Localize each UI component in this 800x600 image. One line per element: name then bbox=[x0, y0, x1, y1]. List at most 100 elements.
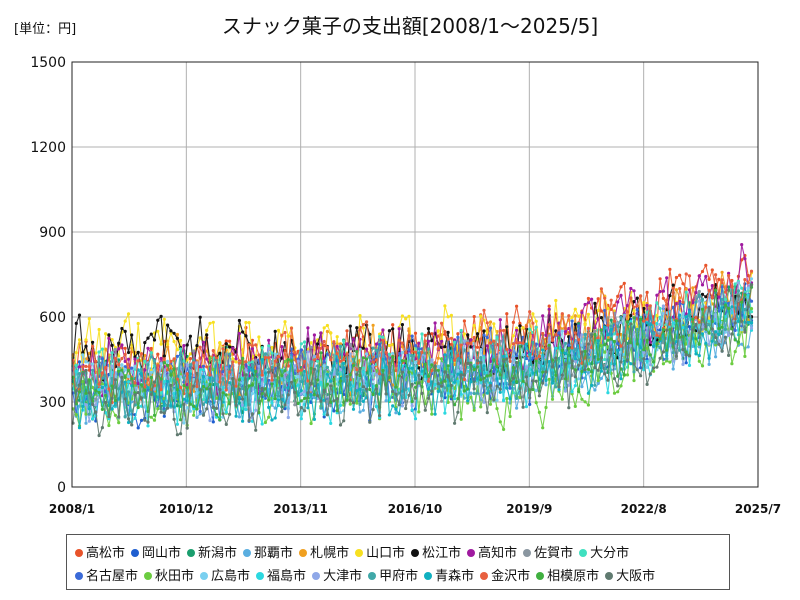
data-point bbox=[498, 318, 502, 322]
data-point bbox=[488, 373, 493, 377]
data-point bbox=[537, 354, 542, 358]
data-point bbox=[652, 366, 656, 370]
data-point bbox=[436, 356, 440, 360]
data-point bbox=[81, 404, 85, 408]
data-point bbox=[733, 338, 737, 342]
data-point bbox=[482, 351, 486, 355]
data-point bbox=[397, 374, 401, 378]
data-point bbox=[387, 413, 391, 417]
data-point bbox=[658, 290, 662, 294]
data-point bbox=[104, 365, 108, 370]
data-point bbox=[665, 311, 669, 315]
data-point bbox=[283, 330, 287, 335]
data-point bbox=[270, 378, 274, 382]
data-point bbox=[505, 357, 509, 361]
data-point bbox=[749, 277, 754, 281]
data-point bbox=[727, 353, 731, 357]
data-point bbox=[237, 318, 241, 323]
data-point bbox=[700, 297, 705, 301]
data-point bbox=[612, 332, 617, 336]
data-point bbox=[273, 352, 277, 356]
data-point bbox=[198, 388, 202, 392]
data-point bbox=[208, 387, 212, 391]
data-point bbox=[394, 385, 398, 389]
data-point bbox=[717, 277, 721, 281]
data-point bbox=[338, 372, 343, 376]
data-point bbox=[629, 341, 633, 345]
data-point bbox=[397, 352, 401, 356]
data-point bbox=[361, 366, 365, 370]
data-point bbox=[133, 393, 137, 397]
data-point bbox=[257, 364, 261, 368]
data-point bbox=[661, 289, 666, 293]
data-point bbox=[276, 355, 281, 359]
data-point bbox=[469, 395, 473, 399]
data-point bbox=[655, 313, 659, 317]
data-point bbox=[596, 308, 600, 313]
data-point bbox=[557, 325, 561, 330]
data-point bbox=[554, 385, 558, 389]
data-point bbox=[374, 387, 378, 391]
data-point bbox=[276, 394, 281, 398]
data-point bbox=[472, 408, 476, 412]
data-point bbox=[218, 341, 222, 345]
data-point bbox=[420, 372, 424, 376]
legend-label: 相模原市 bbox=[547, 569, 600, 584]
data-point bbox=[515, 326, 519, 330]
data-point bbox=[453, 358, 457, 362]
data-point bbox=[730, 305, 734, 309]
data-point bbox=[534, 379, 538, 383]
data-point bbox=[586, 326, 591, 330]
data-point bbox=[169, 404, 173, 408]
data-point bbox=[440, 394, 444, 398]
data-point bbox=[541, 348, 545, 352]
data-point bbox=[541, 381, 545, 385]
data-point bbox=[694, 300, 698, 304]
data-point bbox=[528, 310, 532, 314]
data-point bbox=[159, 362, 163, 366]
legend-marker bbox=[256, 571, 265, 580]
data-point bbox=[616, 294, 620, 298]
data-point bbox=[453, 403, 457, 407]
data-point bbox=[104, 332, 108, 336]
data-point bbox=[175, 377, 179, 381]
data-point bbox=[720, 285, 724, 289]
data-point bbox=[117, 421, 121, 425]
data-point bbox=[749, 307, 754, 311]
data-point bbox=[312, 367, 316, 371]
data-point bbox=[661, 304, 666, 308]
data-point bbox=[299, 417, 303, 421]
data-point bbox=[749, 269, 754, 273]
data-point bbox=[84, 338, 88, 342]
data-point bbox=[603, 343, 607, 347]
data-point bbox=[609, 327, 613, 331]
data-point bbox=[518, 324, 522, 328]
data-point bbox=[319, 380, 323, 384]
data-point bbox=[257, 399, 261, 403]
data-point bbox=[700, 364, 705, 368]
data-point bbox=[355, 350, 359, 354]
data-point bbox=[332, 377, 336, 381]
data-point bbox=[97, 382, 101, 386]
data-point bbox=[599, 316, 604, 320]
data-point bbox=[687, 310, 692, 314]
data-point bbox=[208, 382, 212, 386]
data-point bbox=[720, 278, 724, 282]
data-point bbox=[250, 383, 254, 387]
data-point bbox=[270, 382, 274, 386]
data-point bbox=[723, 290, 728, 294]
data-point bbox=[224, 366, 228, 370]
data-point bbox=[413, 417, 418, 421]
data-point bbox=[185, 386, 189, 390]
data-point bbox=[257, 353, 261, 357]
legend-item: 松江市 bbox=[411, 542, 461, 561]
data-point bbox=[107, 423, 111, 428]
data-point bbox=[182, 376, 186, 380]
data-point bbox=[586, 301, 591, 305]
data-point bbox=[495, 407, 499, 411]
data-point bbox=[361, 326, 365, 330]
data-point bbox=[319, 399, 323, 403]
data-point bbox=[674, 302, 679, 306]
data-point bbox=[599, 344, 604, 348]
data-point bbox=[492, 339, 496, 343]
